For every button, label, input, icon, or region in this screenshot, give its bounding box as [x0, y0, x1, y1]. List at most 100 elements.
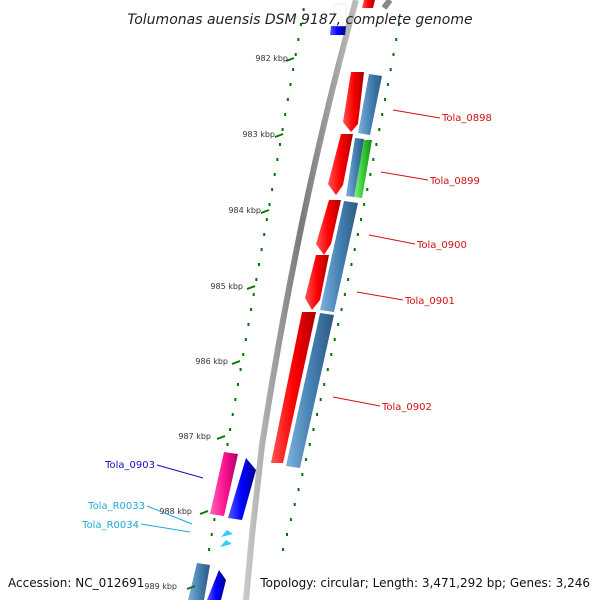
tick-dot: [247, 323, 250, 326]
feature-top-white: [333, 3, 347, 27]
cds-steel-3[interactable]: [320, 201, 358, 312]
tick-dot: [326, 368, 329, 371]
tick-dot: [213, 518, 216, 521]
tick-dot: [333, 338, 336, 341]
tick-label: 984 kbp: [228, 206, 261, 215]
tick-dot: [330, 353, 333, 356]
gene-label-tola-0900[interactable]: Tola_0900: [416, 240, 467, 251]
tick-label: 986 kbp: [195, 357, 228, 366]
tick-dot: [273, 173, 276, 176]
tick-dot: [366, 188, 369, 191]
tick-dot: [297, 488, 300, 491]
tick-dot: [250, 308, 253, 311]
cds-tola-0901[interactable]: [305, 255, 329, 310]
tick-dot: [378, 128, 381, 131]
callout-line: [380, 171, 429, 181]
tick-dot: [337, 323, 340, 326]
genome-backbone: [243, 0, 359, 600]
gene-label-tola-0898[interactable]: Tola_0898: [441, 113, 492, 124]
tick-dot: [278, 143, 281, 146]
scale-ticks: 982 kbp 983 kbp 984 kbp 985 kbp 986 kbp 987 k…: [144, 54, 295, 591]
tick-mark: [274, 133, 284, 138]
callout-line: [356, 291, 404, 301]
tick-dot: [372, 158, 375, 161]
tick-dot: [252, 293, 255, 296]
cds-steel-1[interactable]: [358, 74, 382, 135]
callout-line: [368, 234, 416, 245]
tick-dot: [323, 383, 326, 386]
cds-bottom-blue: [207, 570, 226, 600]
cds-tola-0902[interactable]: [271, 312, 316, 463]
tick-dot: [384, 98, 387, 101]
tick-dot: [302, 8, 305, 11]
cds-green[interactable]: [354, 140, 372, 198]
feature-top-blue: [330, 26, 346, 35]
gene-label-tola-0903[interactable]: Tola_0903: [104, 460, 155, 471]
tick-dot: [276, 158, 279, 161]
tick-label: 982 kbp: [255, 54, 288, 63]
tick-label: 989 kbp: [144, 582, 177, 591]
tick-mark: [216, 435, 226, 440]
cds-steel-4[interactable]: [286, 313, 334, 468]
map-title: Tolumonas auensis DSM 9187, complete gen…: [127, 12, 472, 28]
tick-dot: [386, 83, 389, 86]
tick-label: 988 kbp: [159, 507, 192, 516]
tick-dot: [363, 203, 366, 206]
cds-tola-0899[interactable]: [328, 134, 353, 195]
tick-dot: [208, 548, 211, 551]
cds-tola-0898[interactable]: [343, 72, 364, 132]
tick-dot: [395, 38, 398, 41]
callout-line: [332, 396, 381, 407]
tick-dot: [265, 218, 268, 221]
feature-top-red: [362, 0, 375, 8]
tick-mark: [231, 360, 241, 365]
tick-dot: [340, 308, 343, 311]
rna-tola-r0034[interactable]: [220, 540, 232, 547]
tick-dot: [356, 233, 359, 236]
tick-dot: [308, 443, 311, 446]
tick-dot: [353, 248, 356, 251]
tick-dot: [347, 278, 350, 281]
tick-dot: [305, 458, 308, 461]
cds-pink[interactable]: [210, 452, 238, 516]
tick-dot: [299, 23, 302, 26]
genome-summary-text: Topology: circular; Length: 3,471,292 bp…: [259, 576, 590, 590]
gene-label-tola-0899[interactable]: Tola_0899: [429, 176, 480, 187]
gene-label-tola-r0034[interactable]: Tola_R0034: [81, 520, 139, 531]
tick-dot: [350, 263, 353, 266]
tick-dot: [229, 428, 232, 431]
tick-dot: [244, 338, 247, 341]
tick-dot: [263, 233, 266, 236]
tick-dot: [289, 518, 292, 521]
tick-dot: [301, 473, 304, 476]
callout-line: [392, 109, 441, 119]
gene-label-tola-0902[interactable]: Tola_0902: [381, 402, 432, 413]
tick-dot: [282, 548, 285, 551]
tick-dot: [281, 128, 284, 131]
tick-mark: [260, 209, 270, 214]
tick-label: 985 kbp: [210, 282, 243, 291]
tick-dot: [260, 248, 263, 251]
cds-tola-0903[interactable]: [228, 458, 256, 520]
gene-label-tola-0901[interactable]: Tola_0901: [404, 296, 455, 307]
tick-dot: [381, 113, 384, 116]
callout-line: [156, 464, 204, 479]
cds-tola-0900[interactable]: [316, 200, 341, 255]
gene-label-tola-r0033[interactable]: Tola_R0033: [87, 501, 145, 512]
rna-tola-r0033[interactable]: [221, 530, 233, 537]
tick-dot: [284, 113, 287, 116]
tick-dot: [271, 188, 274, 191]
cds-steel-2[interactable]: [346, 138, 364, 197]
tick-mark: [246, 285, 256, 290]
tick-dot: [392, 53, 395, 56]
tick-dot: [286, 98, 289, 101]
tick-dot: [226, 443, 229, 446]
cds-bottom-steel: [188, 563, 210, 600]
tick-label: 987 kbp: [178, 432, 211, 441]
tick-dot: [285, 533, 288, 536]
tick-dot: [343, 293, 346, 296]
tick-dot: [312, 428, 315, 431]
tick-dot: [292, 68, 295, 71]
genome-backbone-edge: [381, 0, 393, 10]
